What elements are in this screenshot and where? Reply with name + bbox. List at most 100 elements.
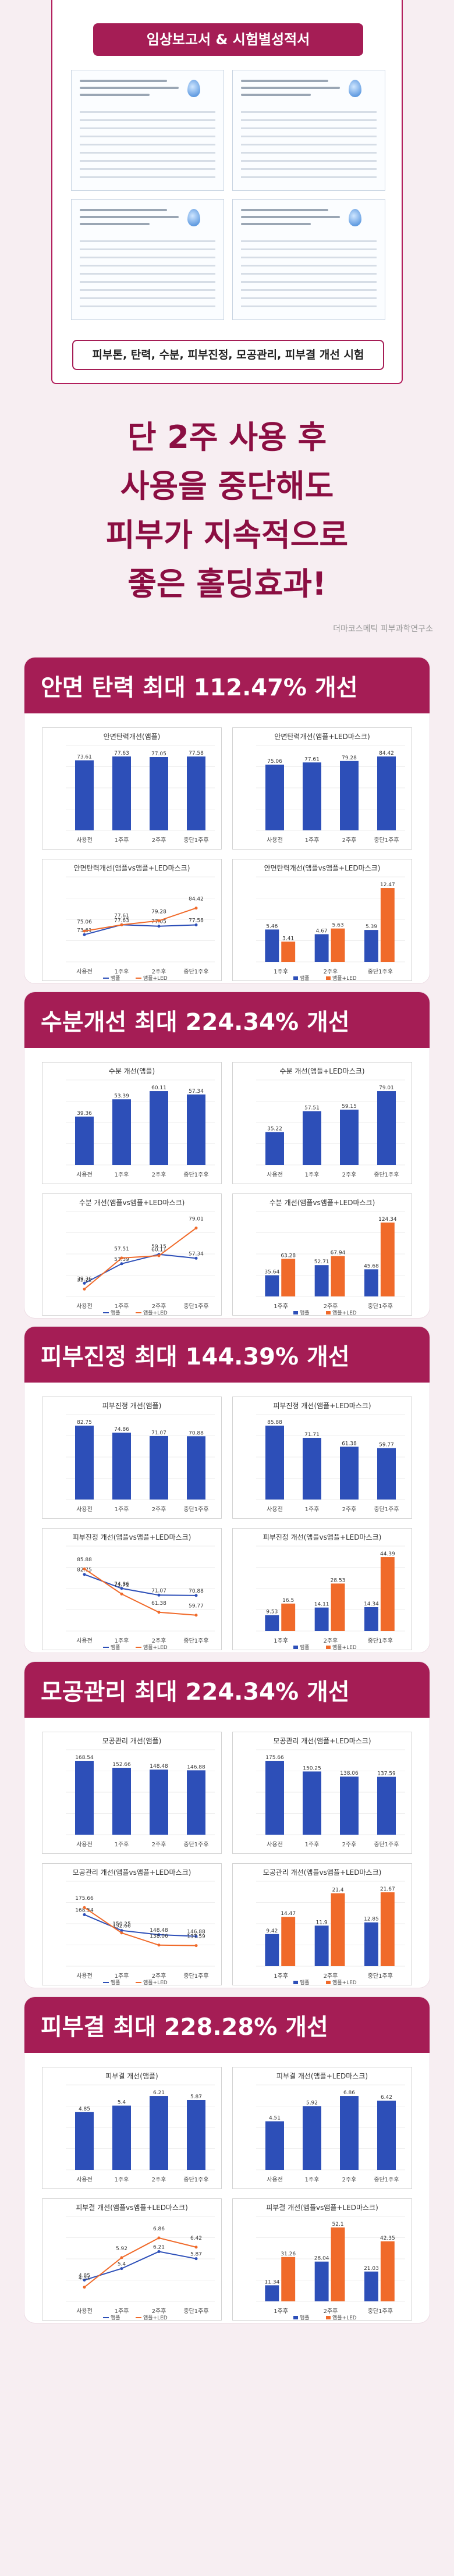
- data-point: [83, 1567, 86, 1571]
- series-line: [84, 907, 197, 932]
- bar: [340, 1109, 359, 1165]
- tick-label: 중단1주후: [183, 1973, 208, 1980]
- bar: [377, 2101, 396, 2170]
- data-label: 21.67: [380, 1886, 395, 1892]
- tick-label: 2주후: [152, 1303, 166, 1310]
- bar: [112, 2105, 131, 2170]
- bar: [265, 1275, 279, 1296]
- data-point: [194, 907, 198, 910]
- data-label: 45.68: [364, 1263, 379, 1269]
- tick-label: 2주후: [324, 1637, 338, 1644]
- chart-title: 수분 개선(앰플): [108, 1067, 155, 1075]
- data-label: 71.07: [151, 1588, 166, 1594]
- tick-label: 1주후: [274, 1637, 288, 1644]
- data-label: 6.42: [190, 2236, 202, 2241]
- data-label: 85.88: [77, 1557, 92, 1563]
- tick-label: 1주후: [115, 2308, 129, 2315]
- chart: 사용전 1주후 2주후 중단1주후 73.61 77.63 77.05 77.58 안면탄력개선…: [42, 727, 222, 850]
- chart-title: 수분 개선(앰플+LED마스크): [279, 1067, 365, 1075]
- data-label: 77.61: [114, 913, 129, 919]
- tick-label: 2주후: [152, 968, 166, 975]
- data-label: 77.58: [189, 918, 204, 923]
- result-section-card: 수분개선 최대 224.34% 개선 사용전 1주후 2주후 중단1주후 39.36 53.…: [24, 992, 430, 1318]
- tick-label: 1주후: [115, 2176, 129, 2183]
- data-label: 148.48: [150, 1764, 168, 1770]
- data-label: 74.86: [114, 1582, 129, 1587]
- data-label: 138.06: [150, 1934, 168, 1939]
- data-label: 61.38: [342, 1441, 357, 1447]
- data-label: 4.85: [79, 2106, 90, 2112]
- tick-label: 1주후: [305, 1841, 320, 1848]
- section-title: 모공관리 최대 224.34% 개선: [24, 1662, 430, 1718]
- reports-grid: [71, 70, 385, 320]
- chart: 1주후 2주후 중단1주후 11.34 28.04 21.03 31.26 52.1 42.35…: [232, 2198, 412, 2321]
- tick-label: 1주후: [274, 1303, 288, 1310]
- tick-label: 사용전: [76, 1841, 93, 1848]
- bar: [75, 2112, 94, 2170]
- data-label: 6.42: [381, 2095, 392, 2101]
- data-label: 4.51: [269, 2116, 281, 2122]
- data-point: [120, 1262, 123, 1266]
- bar: [265, 765, 284, 830]
- tick-label: 1주후: [115, 837, 129, 844]
- tick-label: 2주후: [342, 1841, 357, 1848]
- report-document: [71, 199, 224, 320]
- legend-entry: 앰플: [111, 1979, 120, 1986]
- tick-label: 1주후: [115, 1171, 129, 1178]
- legend-entry: 앰플: [111, 975, 120, 982]
- chart-svg: 사용전 1주후 2주후 중단1주후 168.54 152.66 148.48 146.88 17…: [66, 1881, 215, 1986]
- tick-label: 중단1주후: [368, 968, 393, 975]
- data-label: 4.85: [79, 2273, 90, 2279]
- data-point: [194, 1935, 198, 1938]
- bar: [187, 2099, 205, 2170]
- chart: 1주후 2주후 중단1주후 9.53 14.11 14.34 16.5 28.53 44.39 앰…: [232, 1528, 412, 1651]
- data-point: [120, 1256, 123, 1260]
- chart: 사용전 1주후 2주후 중단1주후 175.66 150.25 138.06 137.59 모공…: [232, 1732, 412, 1854]
- tick-label: 2주후: [152, 1637, 166, 1644]
- data-point: [157, 2236, 161, 2240]
- chart-title: 안면탄력개선(앰플): [103, 733, 161, 741]
- tick-label: 1주후: [274, 1973, 288, 1980]
- chart-title: 모공관리 개선(앰플+LED마스크): [273, 1737, 371, 1745]
- data-label: 79.01: [379, 1085, 394, 1091]
- data-label: 4.51: [79, 2276, 90, 2282]
- bar: [265, 1426, 284, 1500]
- chart: 사용전 1주후 2주후 중단1주후 35.22 57.51 59.15 79.01 수분 개선(…: [232, 1062, 412, 1184]
- tick-label: 1주후: [305, 1506, 320, 1513]
- headline: 단 2주 사용 후 사용을 중단해도 피부가 지속적으로 좋은 홀딩효과!: [0, 413, 454, 609]
- tick-label: 중단1주후: [374, 837, 399, 844]
- bar: [340, 2096, 359, 2170]
- chart: 사용전 1주후 2주후 중단1주후 39.36 53.39 60.11 57.34 35.22 5…: [42, 1193, 222, 1316]
- tick-label: 1주후: [115, 1637, 129, 1644]
- legend-swatch: [326, 976, 331, 980]
- data-label: 60.11: [151, 1248, 166, 1253]
- series-line: [84, 1907, 197, 1946]
- chart-svg: 사용전 1주후 2주후 중단1주후 75.06 77.61 79.28 84.42: [256, 745, 405, 844]
- chart-title: 모공관리 개선(앰플vs앰플+LED마스크): [72, 1868, 191, 1877]
- chart-title: 피부진정 개선(앰플vs앰플+LED마스크): [263, 1533, 382, 1541]
- legend-entry: 앰플: [111, 1644, 120, 1651]
- chart: 사용전 1주후 2주후 중단1주후 82.75 74.86 71.07 70.88 85.88 7…: [42, 1528, 222, 1651]
- bar: [331, 928, 345, 962]
- chart-svg: 사용전 1주후 2주후 중단1주후 73.61 77.63 77.05 77.58: [66, 745, 215, 844]
- legend-entry: 앰플+LED: [143, 1644, 168, 1651]
- chart: 사용전 1주후 2주후 중단1주후 168.54 152.66 148.48 146.88 모공…: [42, 1732, 222, 1854]
- bar: [303, 762, 321, 830]
- data-label: 5.4: [118, 2262, 126, 2268]
- data-point: [83, 1913, 86, 1916]
- data-label: 79.28: [342, 755, 357, 761]
- tick-label: 사용전: [267, 1171, 283, 1178]
- legend-swatch: [293, 1311, 298, 1314]
- data-label: 137.59: [377, 1771, 396, 1777]
- data-point: [157, 919, 161, 922]
- data-point: [194, 1944, 198, 1948]
- bar: [265, 1761, 284, 1835]
- tick-label: 중단1주후: [183, 1506, 208, 1513]
- data-label: 168.54: [75, 1907, 94, 1913]
- data-label: 14.47: [281, 1911, 296, 1917]
- data-point: [120, 2256, 123, 2259]
- tick-label: 2주후: [152, 1506, 166, 1513]
- data-label: 79.28: [151, 909, 166, 915]
- bar: [314, 1265, 329, 1296]
